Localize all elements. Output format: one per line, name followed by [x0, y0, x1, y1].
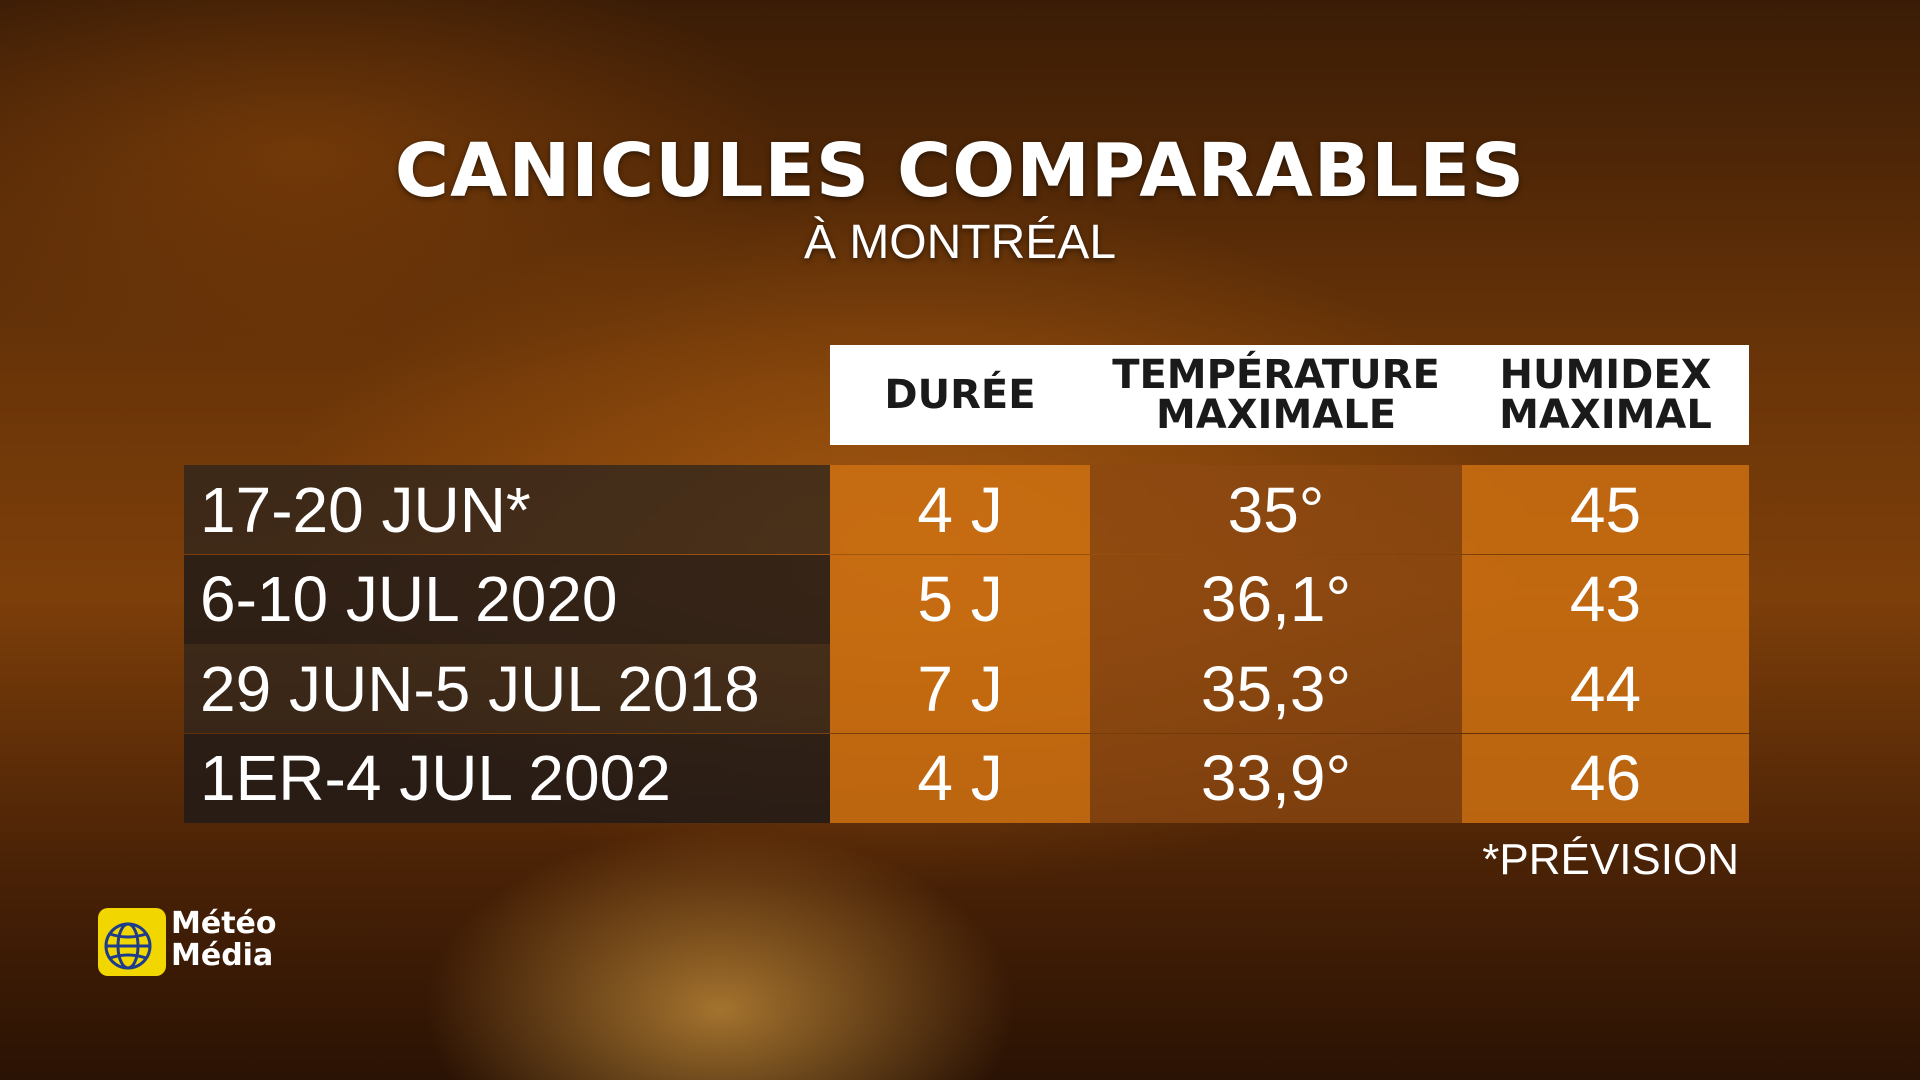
footnote: *PRÉVISION: [1482, 835, 1739, 884]
header-cell: HUMIDEX MAXIMAL: [1499, 352, 1712, 438]
table-cell: 5 J: [830, 554, 1090, 644]
table-cell: 36,1°: [1090, 554, 1462, 644]
subtitle: À MONTRÉAL: [803, 216, 1117, 269]
table-cell: 4 J: [830, 465, 1090, 554]
table-cell: 44: [1462, 644, 1749, 733]
table-cell: 35°: [1090, 465, 1462, 554]
table-cell: 4 J: [830, 733, 1090, 823]
row-label: 6-10 JUL 2020: [184, 554, 830, 644]
header-cell: TEMPÉRATURE MAXIMALE: [1112, 352, 1440, 438]
title: CANICULES COMPARABLES: [394, 128, 1526, 214]
row-label: 17-20 JUN*: [184, 465, 830, 554]
table-cell: 45: [1462, 465, 1749, 554]
row-label: 1ER-4 JUL 2002: [184, 733, 830, 823]
table-row: 1ER-4 JUL 2002 4 J 33,9° 46: [184, 733, 1749, 823]
table-cell: 35,3°: [1090, 644, 1462, 733]
logo-graphic: [104, 922, 152, 970]
table-cell: 46: [1462, 733, 1749, 823]
table-row: 29 JUN-5 JUL 2018 7 J 35,3° 44: [184, 644, 1749, 733]
table-row: 17-20 JUN* 4 J 35° 45: [184, 465, 1749, 554]
table-cell: 7 J: [830, 644, 1090, 733]
row-label: 29 JUN-5 JUL 2018: [184, 644, 830, 733]
table-header: DURÉE TEMPÉRATURE MAXIMALE HUMIDEX MAXIM…: [830, 345, 1749, 445]
header-cell: DURÉE: [884, 372, 1036, 418]
logo-icon: [98, 908, 166, 976]
table-cell: 33,9°: [1090, 733, 1462, 823]
table-cell: 43: [1462, 554, 1749, 644]
table-row: 6-10 JUL 2020 5 J 36,1° 43: [184, 554, 1749, 644]
logo-text: Météo Média: [171, 906, 277, 973]
